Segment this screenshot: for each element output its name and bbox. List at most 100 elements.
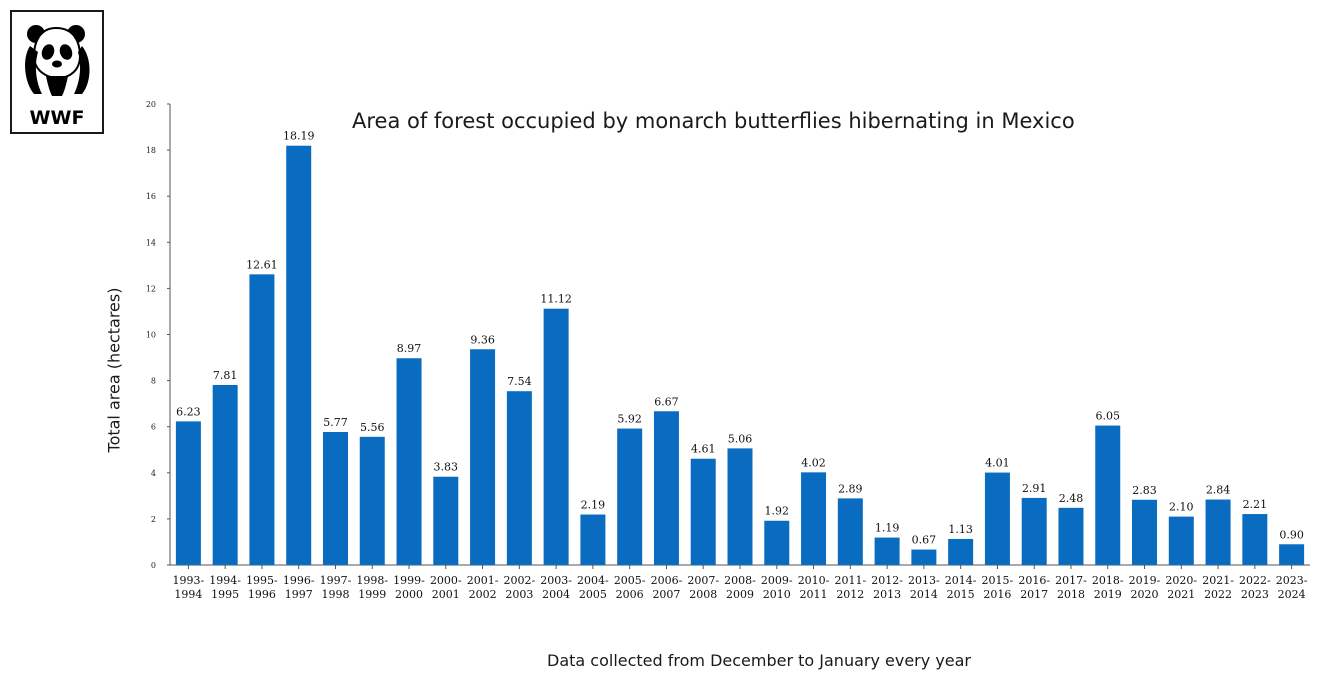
x-tick-label-line2: 1999: [358, 588, 386, 601]
x-tick-label-line2: 2004: [542, 588, 570, 601]
bar-value-label: 4.02: [801, 456, 826, 469]
x-tick-label-line1: 2009-: [761, 574, 793, 587]
x-tick-label-line2: 2003: [505, 588, 533, 601]
x-tick-label-line1: 2011-: [834, 574, 866, 587]
x-tick-label-line1: 1998-: [356, 574, 388, 587]
x-tick-label-line2: 2022: [1204, 588, 1232, 601]
x-tick-label-line1: 2013-: [908, 574, 940, 587]
x-tick-label-line1: 1994-: [209, 574, 241, 587]
bar: [653, 411, 679, 565]
y-tick-label: 12: [146, 284, 156, 293]
x-tick-label-line2: 2023: [1241, 588, 1269, 601]
x-tick-label-line2: 2015: [947, 588, 975, 601]
bar: [470, 349, 496, 565]
bar: [948, 538, 974, 565]
panda-icon: [25, 25, 90, 96]
bar-value-label: 3.83: [434, 461, 459, 474]
bar: [874, 537, 900, 565]
bar-value-label: 1.19: [875, 522, 900, 535]
x-tick-label-line2: 1997: [285, 588, 313, 601]
bar-value-label: 5.92: [617, 413, 642, 426]
x-tick-label-line2: 2006: [616, 588, 644, 601]
bar: [433, 476, 459, 565]
x-tick-label-line1: 2014-: [945, 574, 977, 587]
y-tick-label: 6: [151, 423, 156, 432]
x-tick-label-line1: 2003-: [540, 574, 572, 587]
x-tick-label-line2: 1994: [174, 588, 202, 601]
x-tick-label-line1: 2000-: [430, 574, 462, 587]
bar: [1058, 507, 1084, 565]
bar-value-label: 18.19: [283, 130, 315, 143]
bar: [396, 358, 422, 565]
wwf-logo: WWF: [10, 10, 104, 134]
x-tick-label-line1: 2019-: [1129, 574, 1161, 587]
bar-value-label: 4.61: [691, 443, 716, 456]
x-tick-label-line2: 2000: [395, 588, 423, 601]
bar: [543, 308, 569, 565]
bar: [727, 448, 753, 565]
x-tick-label-line1: 2012-: [871, 574, 903, 587]
x-tick-label-line2: 2014: [910, 588, 938, 601]
bar-value-label: 11.12: [540, 293, 572, 306]
x-tick-label-line1: 2008-: [724, 574, 756, 587]
bar: [1095, 425, 1121, 565]
x-tick-label-line2: 2021: [1167, 588, 1195, 601]
x-tick-label-line2: 2019: [1094, 588, 1122, 601]
bar-value-label: 2.83: [1132, 484, 1157, 497]
x-tick-label-line2: 1996: [248, 588, 276, 601]
y-tick-label: 8: [151, 377, 156, 386]
x-tick-label-line2: 1995: [211, 588, 239, 601]
x-tick-label-line2: 2010: [763, 588, 791, 601]
bar: [212, 384, 238, 565]
bar: [249, 274, 275, 565]
x-tick-label-line1: 2018-: [1092, 574, 1124, 587]
x-tick-label-line1: 2015-: [982, 574, 1014, 587]
y-tick-label: 2: [151, 515, 156, 524]
x-tick-label-line1: 1997-: [320, 574, 352, 587]
bar: [175, 421, 201, 565]
bar-value-label: 0.90: [1279, 528, 1304, 541]
bar: [1168, 516, 1194, 565]
bar-value-label: 2.19: [581, 499, 606, 512]
bar-value-label: 2.48: [1059, 492, 1084, 505]
bar: [1205, 499, 1231, 565]
wwf-logo-text: WWF: [29, 107, 85, 129]
x-tick-label-line2: 2011: [800, 588, 828, 601]
bar-value-label: 8.97: [397, 342, 422, 355]
y-tick-label: 20: [146, 100, 156, 109]
bar-value-label: 2.84: [1206, 484, 1231, 497]
bar-value-label: 1.13: [948, 523, 973, 536]
bar-value-label: 2.89: [838, 482, 863, 495]
bar: [617, 428, 643, 565]
x-tick-label-line2: 2005: [579, 588, 607, 601]
x-tick-label-line2: 1998: [321, 588, 349, 601]
x-tick-label-line2: 2016: [983, 588, 1011, 601]
x-tick-label-line1: 2023-: [1276, 574, 1308, 587]
x-tick-label-line1: 2005-: [614, 574, 646, 587]
x-tick-label-line1: 2007-: [687, 574, 719, 587]
bar-value-label: 2.10: [1169, 501, 1194, 514]
x-tick-label-line1: 2001-: [467, 574, 499, 587]
bar-value-label: 7.81: [213, 369, 238, 382]
bar: [506, 391, 532, 565]
x-tick-label-line1: 2010-: [798, 574, 830, 587]
y-tick-label: 18: [146, 146, 156, 155]
bar-value-label: 0.67: [912, 534, 937, 547]
x-tick-label-line1: 2021-: [1202, 574, 1234, 587]
x-tick-label-line2: 2008: [689, 588, 717, 601]
bar: [984, 472, 1010, 565]
x-tick-label-line2: 2007: [652, 588, 680, 601]
x-tick-label-line1: 1995-: [246, 574, 278, 587]
x-tick-label-line1: 1993-: [173, 574, 205, 587]
y-tick-label: 16: [146, 192, 156, 201]
bar-value-label: 7.54: [507, 375, 532, 388]
x-tick-label-line2: 2013: [873, 588, 901, 601]
bar: [801, 472, 827, 565]
bar-value-label: 9.36: [470, 333, 495, 346]
bar: [764, 520, 790, 565]
x-tick-label-line1: 2002-: [503, 574, 535, 587]
bar: [1132, 499, 1158, 565]
x-tick-label-line1: 2022-: [1239, 574, 1271, 587]
x-tick-label-line2: 2020: [1131, 588, 1159, 601]
bar: [359, 436, 385, 565]
